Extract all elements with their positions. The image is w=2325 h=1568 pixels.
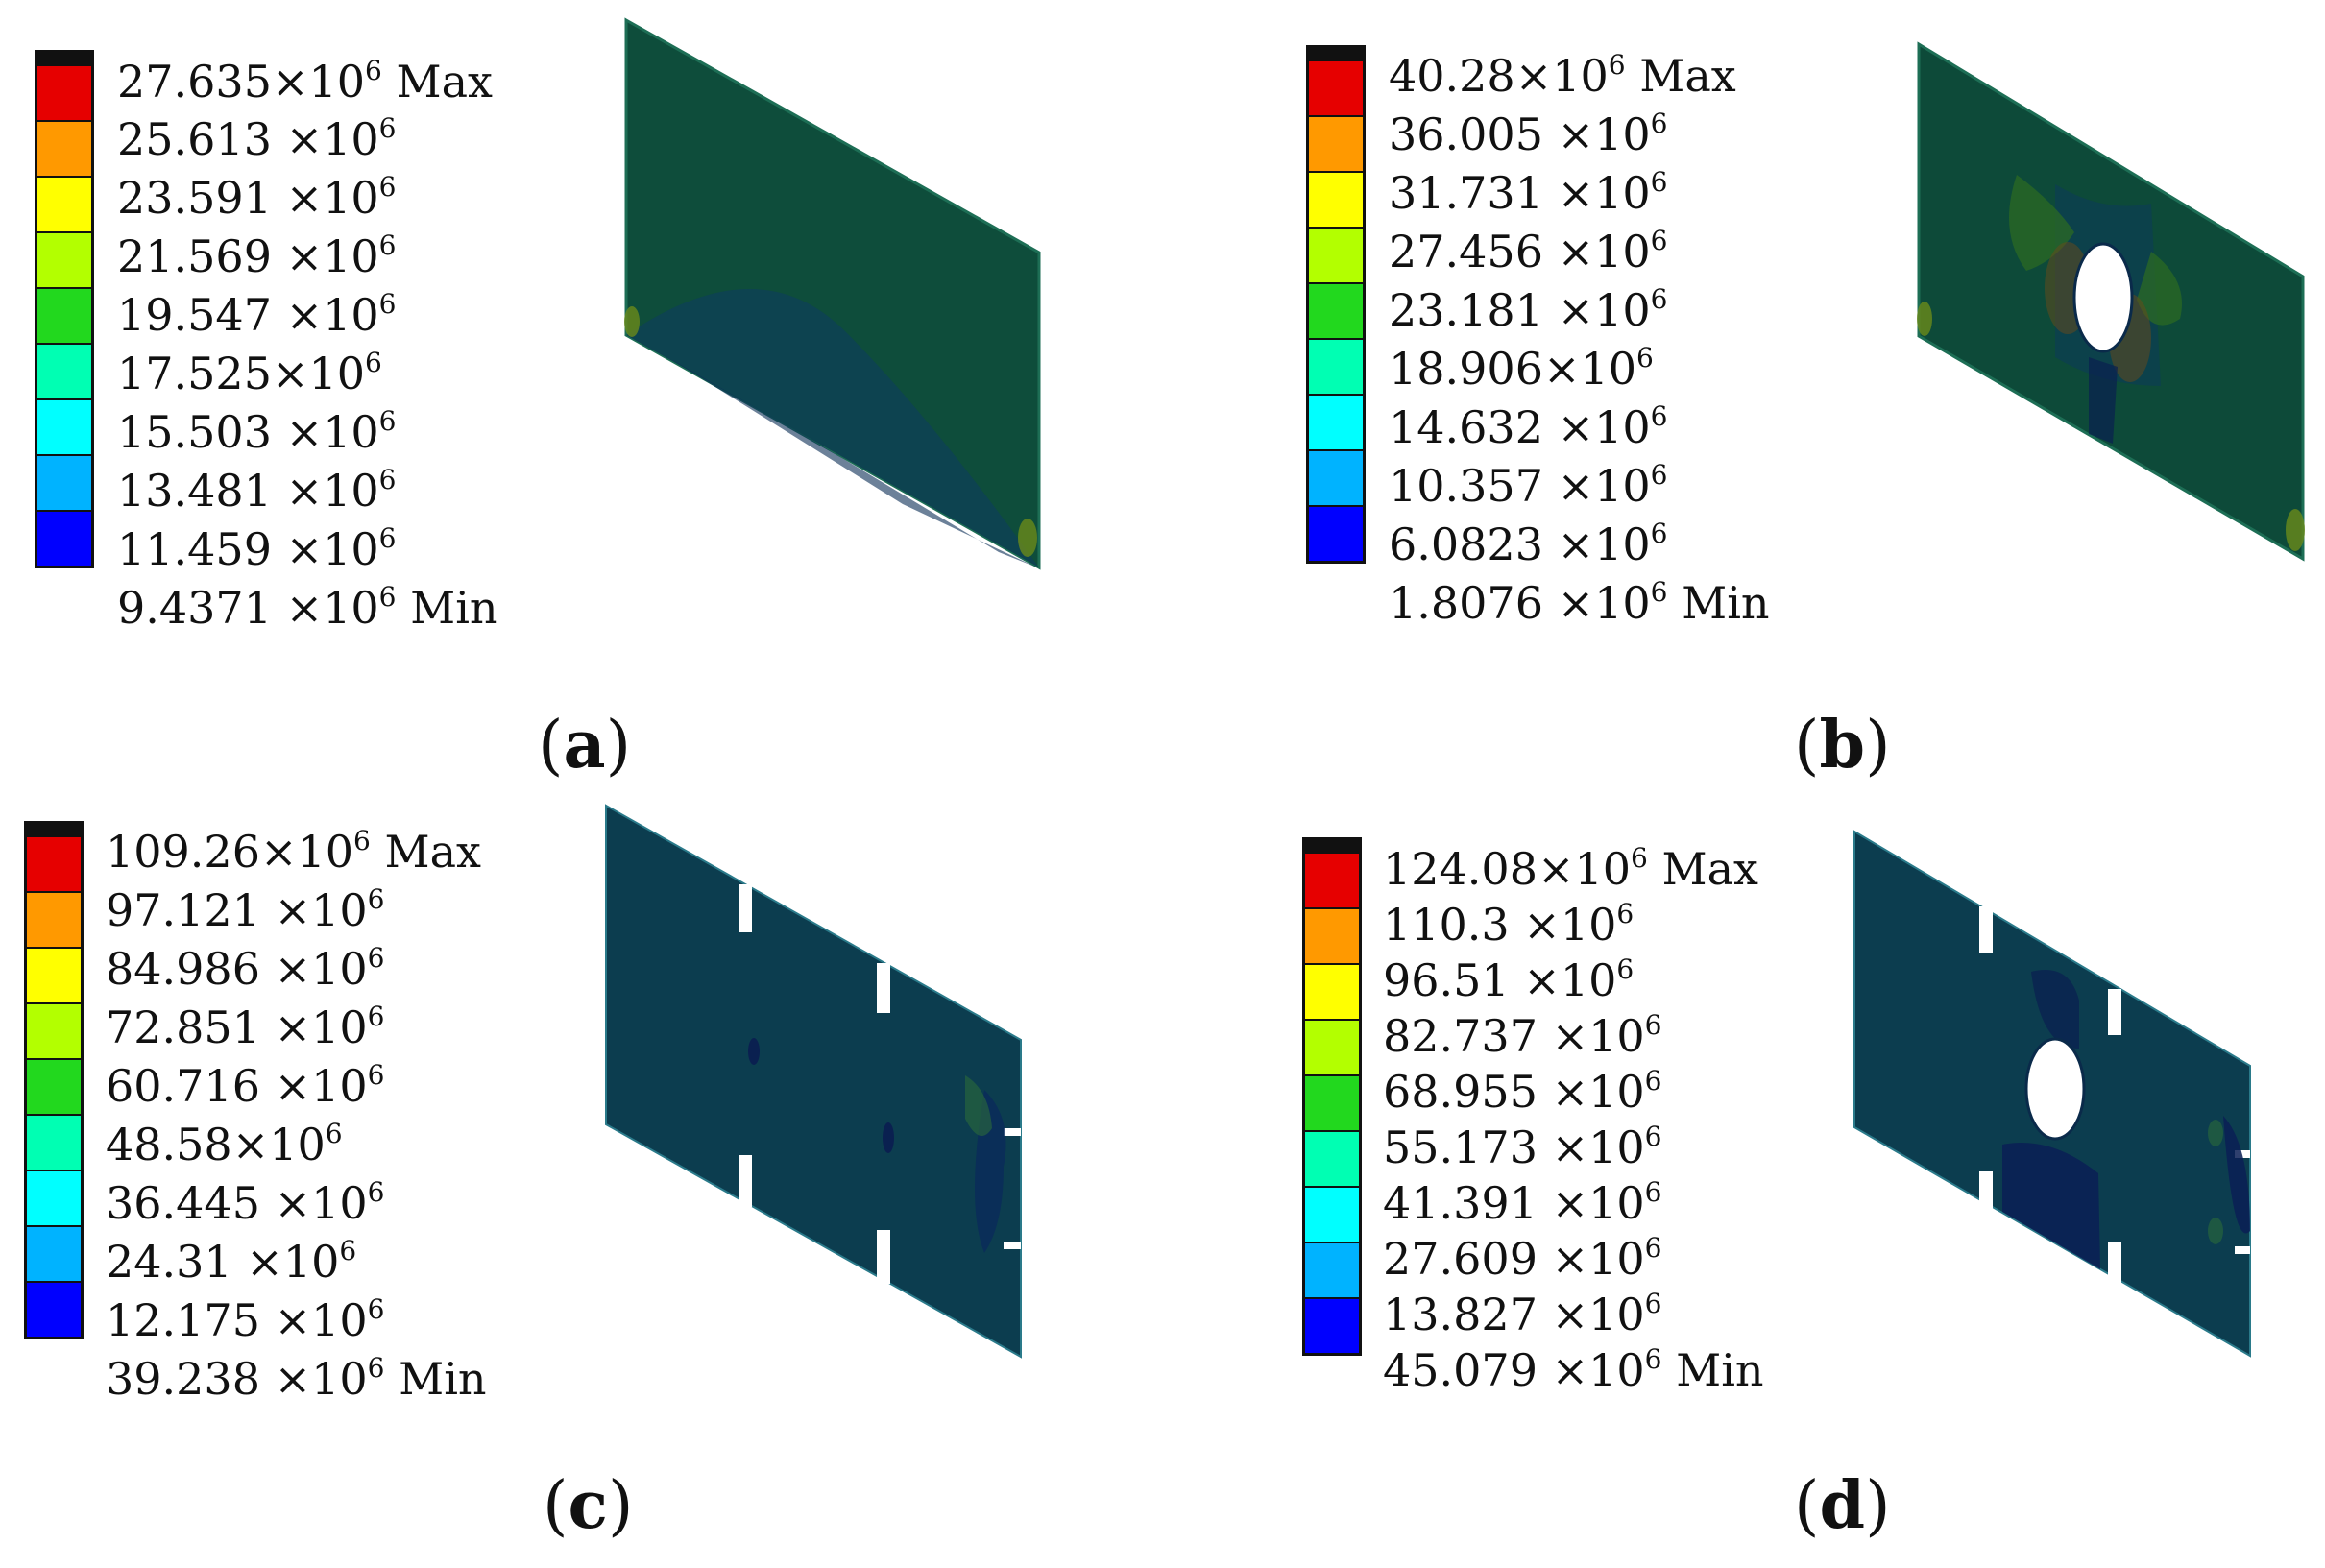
- legend-label: 97.121 ×106: [106, 883, 385, 936]
- legend-label: 109.26×106 Max: [106, 825, 481, 878]
- caption-c: (c): [543, 1467, 634, 1544]
- plate-contour-d: [1853, 830, 2251, 1358]
- legend-label: 15.503 ×106: [117, 405, 397, 458]
- legend-label: 84.986 ×106: [106, 942, 385, 995]
- legend-label: 11.459 ×106: [117, 522, 397, 575]
- legend-label: 13.481 ×106: [117, 464, 397, 517]
- legend-label: 82.737 ×106: [1383, 1009, 1662, 1062]
- legend-label: 27.456 ×106: [1389, 225, 1668, 277]
- caption-letter: d: [1819, 1467, 1866, 1544]
- legend-label: 17.525×106: [117, 347, 382, 399]
- colorbar-d: [1302, 837, 1362, 1356]
- plate-contour-b: [1917, 41, 2305, 562]
- legend-label: 21.569 ×106: [117, 229, 397, 282]
- legend-label: 48.58×106: [106, 1118, 343, 1170]
- legend-label: 72.851 ×106: [106, 1001, 385, 1053]
- caption-letter: b: [1819, 707, 1866, 784]
- plate-contour-a: [624, 17, 1041, 570]
- caption-letter: a: [563, 707, 606, 784]
- legend-label: 36.445 ×106: [106, 1176, 385, 1229]
- legend-label: 9.4371 ×106 Min: [117, 581, 498, 634]
- legend-label: 12.175 ×106: [106, 1293, 385, 1346]
- legend-label: 1.8076 ×106 Min: [1389, 576, 1770, 629]
- caption-letter: c: [568, 1467, 608, 1544]
- legend-label: 60.716 ×106: [106, 1059, 385, 1112]
- legend-label: 27.635×106 Max: [117, 55, 493, 108]
- colorbar-a: [35, 50, 94, 568]
- legend-label: 18.906×106: [1389, 342, 1654, 395]
- legend-label: 23.181 ×106: [1389, 283, 1668, 336]
- legend-label: 40.28×106 Max: [1389, 49, 1736, 102]
- legend-label: 41.391 ×106: [1383, 1176, 1662, 1229]
- legend-label: 14.632 ×106: [1389, 400, 1668, 453]
- legend-label: 31.731 ×106: [1389, 166, 1668, 219]
- legend-label: 39.238 ×106 Min: [106, 1352, 487, 1405]
- legend-label: 68.955 ×106: [1383, 1065, 1662, 1118]
- plate-contour-c: [605, 804, 1022, 1359]
- caption-a: (a): [538, 707, 632, 784]
- legend-label: 19.547 ×106: [117, 288, 397, 341]
- legend-label: 96.51 ×106: [1383, 953, 1635, 1006]
- legend-label: 23.591 ×106: [117, 171, 397, 224]
- colorbar-c: [24, 821, 84, 1339]
- legend-label: 10.357 ×106: [1389, 459, 1668, 512]
- legend-label: 55.173 ×106: [1383, 1121, 1662, 1173]
- legend-label: 6.0823 ×106: [1389, 518, 1668, 570]
- legend-label: 36.005 ×106: [1389, 108, 1668, 160]
- legend-label: 13.827 ×106: [1383, 1288, 1662, 1340]
- legend-label: 24.31 ×106: [106, 1235, 357, 1288]
- legend-label: 124.08×106 Max: [1383, 842, 1758, 895]
- legend-label: 27.609 ×106: [1383, 1232, 1662, 1285]
- caption-b: (b): [1794, 707, 1891, 784]
- legend-label: 110.3 ×106: [1383, 898, 1635, 951]
- legend-label: 25.613 ×106: [117, 112, 397, 165]
- caption-d: (d): [1794, 1467, 1891, 1544]
- legend-label: 45.079 ×106 Min: [1383, 1343, 1764, 1396]
- colorbar-b: [1306, 45, 1366, 564]
